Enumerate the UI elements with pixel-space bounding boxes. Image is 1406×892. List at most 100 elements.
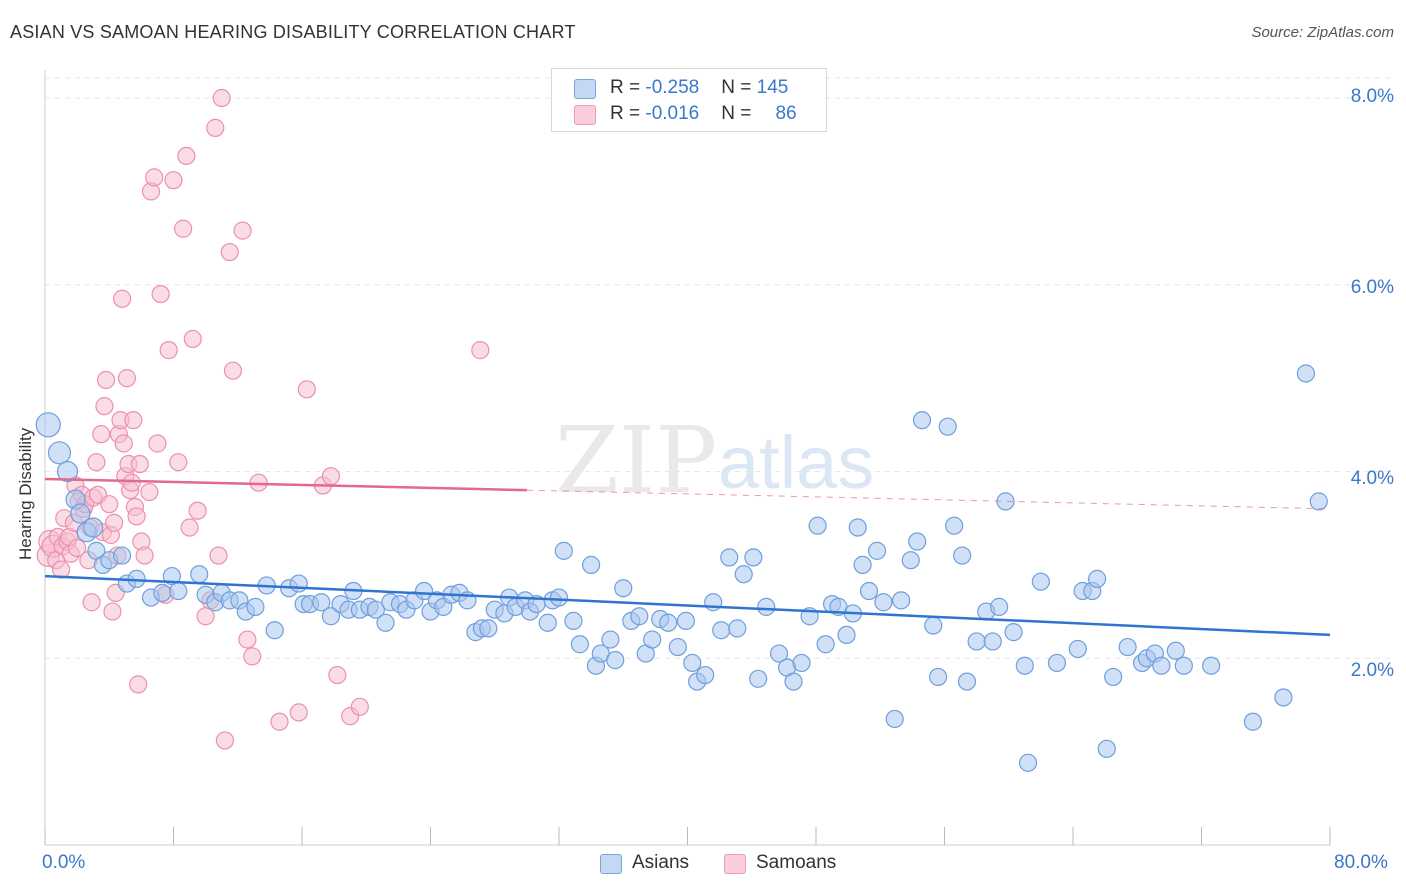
asian-r-value: -0.258 <box>645 77 700 98</box>
samoan-point <box>148 434 167 453</box>
asian-n-value: 145 <box>756 77 789 98</box>
samoan-point <box>270 712 289 731</box>
asian-point <box>990 597 1009 616</box>
samoan-point <box>183 329 202 349</box>
y-tick-2: 2.0% <box>1350 660 1394 681</box>
asian-trend-line <box>44 574 1331 637</box>
samoan-point <box>471 341 490 360</box>
samoan-point <box>124 411 143 430</box>
asian-point <box>912 411 932 430</box>
asian-point <box>885 709 904 729</box>
asian-point <box>366 600 385 619</box>
samoan-point <box>87 453 106 472</box>
asian-point <box>538 613 557 632</box>
asian-point <box>289 574 308 593</box>
asian-point <box>1274 688 1293 707</box>
asian-point <box>630 607 649 626</box>
asian-point <box>83 517 104 538</box>
asian-point <box>769 644 789 663</box>
asian-point <box>190 565 209 584</box>
samoan-point <box>129 675 148 694</box>
samoan-point <box>130 454 149 474</box>
samoan-point <box>103 602 122 621</box>
asian-point <box>668 637 687 657</box>
asian-point <box>582 555 601 574</box>
asian-point <box>112 546 132 565</box>
asian-point <box>1152 656 1171 675</box>
y-tick-8: 8.0% <box>1350 86 1394 107</box>
watermark-zip: ZIP <box>555 407 717 514</box>
asian-point <box>1104 667 1123 687</box>
samoan-point <box>223 361 243 380</box>
samoan-point <box>159 341 178 360</box>
asian-point <box>643 630 662 649</box>
asian-point <box>1047 653 1067 673</box>
asian-point <box>35 412 61 438</box>
asian-point <box>676 611 695 631</box>
bottom-asian-swatch <box>600 854 622 874</box>
asian-swatch <box>574 79 596 99</box>
asian-point <box>867 541 887 560</box>
asian-point <box>169 581 188 601</box>
asian-point <box>47 441 72 465</box>
bottom-samoan-swatch <box>724 854 746 874</box>
asian-point <box>945 516 964 535</box>
legend-asian-text: R = -0.258 N = 145 <box>610 77 788 99</box>
x-tick-min: 0.0% <box>42 852 86 873</box>
samoan-point <box>140 482 159 502</box>
asian-point <box>659 613 678 632</box>
asian-point <box>479 619 498 638</box>
samoan-point <box>95 397 114 416</box>
correlation-legend: R = -0.258 N = 145 R = -0.016 N = 86 <box>551 68 827 132</box>
asian-point <box>1243 712 1263 731</box>
samoan-swatch <box>574 105 596 125</box>
samoan-r-value: -0.016 <box>645 103 700 124</box>
asian-r-label: R = <box>610 77 646 98</box>
asian-point <box>1015 656 1034 675</box>
asian-point <box>683 653 702 673</box>
asian-point <box>928 667 948 687</box>
asian-point <box>312 593 331 612</box>
asian-point <box>784 672 803 691</box>
asian-point <box>265 621 284 640</box>
asian-point <box>792 653 811 673</box>
asian-point <box>728 619 747 638</box>
asian-point <box>554 541 573 560</box>
asian-point <box>953 546 972 565</box>
samoan-point <box>96 370 116 390</box>
asian-point <box>938 417 957 436</box>
asian-point <box>1068 639 1087 659</box>
samoan-point <box>350 697 369 716</box>
samoan-point <box>169 453 188 472</box>
asian-point <box>696 665 715 685</box>
y-tick-4: 4.0% <box>1350 468 1394 489</box>
asian-point <box>808 516 827 535</box>
asian-point <box>924 616 943 635</box>
asian-point <box>56 460 79 483</box>
asian-point <box>1004 623 1023 642</box>
asian-point <box>983 632 1002 651</box>
asian-point <box>901 551 920 570</box>
legend-samoan-text: R = -0.016 N = 86 <box>610 103 797 125</box>
samoan-point <box>243 647 262 666</box>
samoan-point <box>117 369 137 388</box>
samoan-point <box>122 473 141 492</box>
samoan-n-label: N = <box>721 103 757 124</box>
watermark: ZIP atlas <box>555 407 874 514</box>
asian-point <box>564 611 583 631</box>
asian-point <box>1202 656 1221 675</box>
samoan-point <box>289 703 308 722</box>
asian-point <box>859 581 879 601</box>
asian-n-label: N = <box>721 77 757 98</box>
samoan-point <box>114 434 133 453</box>
x-tick-max: 80.0% <box>1334 852 1388 873</box>
samoan-point <box>100 495 119 514</box>
y-axis-label: Hearing Disability <box>16 427 35 560</box>
asian-point <box>957 672 977 691</box>
bottom-samoan-label: Samoans <box>756 852 837 873</box>
samoan-trend-line <box>44 477 527 492</box>
samoan-point <box>145 168 164 187</box>
watermark-atlas: atlas <box>718 421 874 504</box>
asian-point <box>246 597 265 616</box>
